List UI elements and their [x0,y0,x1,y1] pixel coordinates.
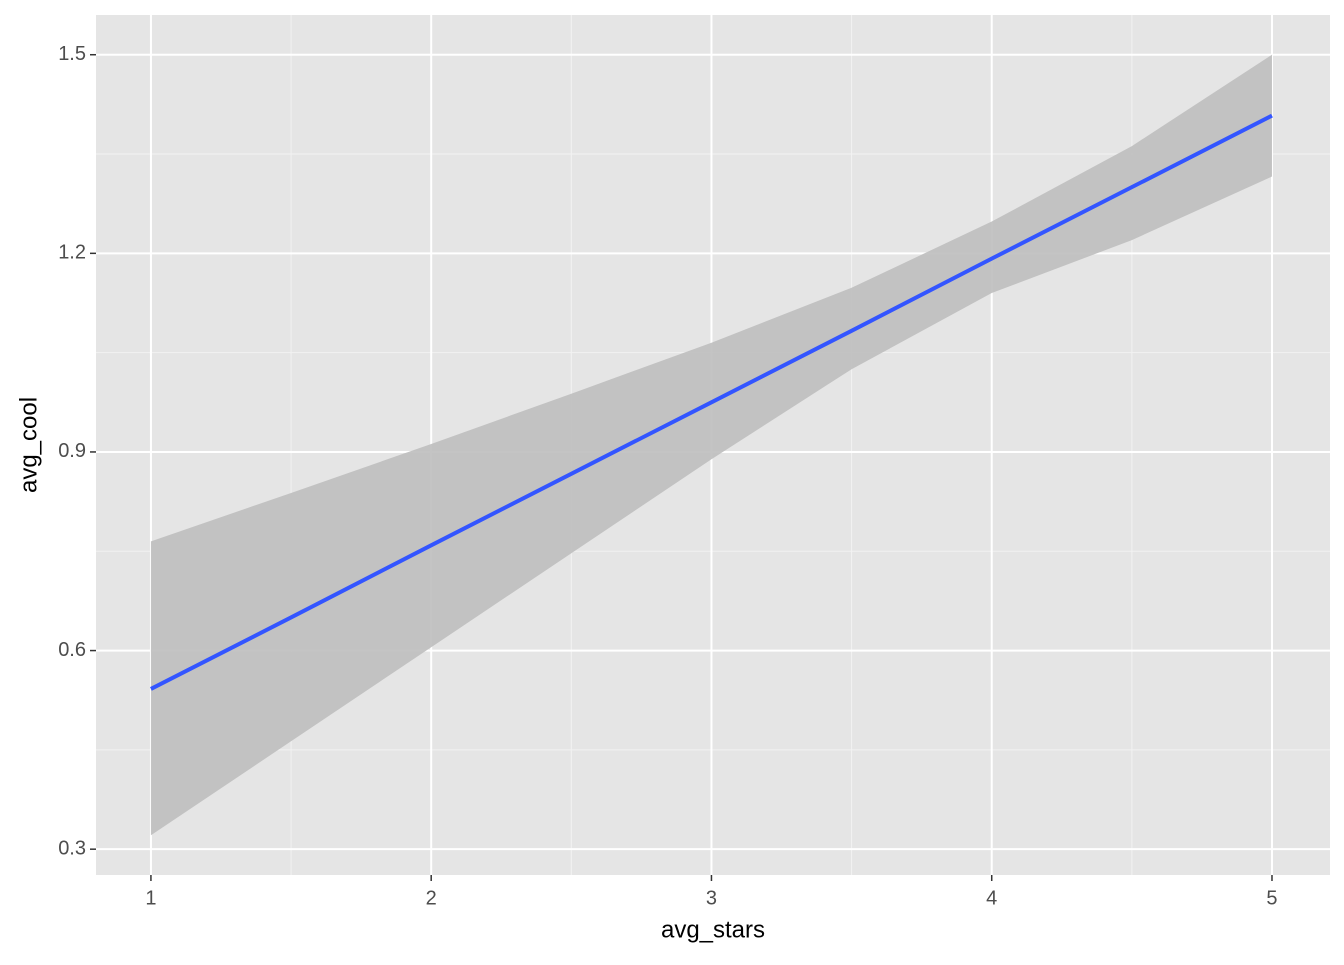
y-tick-label: 0.6 [58,639,86,661]
y-axis-title: avg_cool [15,397,42,493]
y-tick-label: 0.9 [58,440,86,462]
x-tick-label: 2 [426,887,437,909]
x-axis-title: avg_stars [661,916,765,943]
x-tick-label: 5 [1266,887,1277,909]
y-tick-label: 0.3 [58,837,86,859]
trend-line [150,113,1273,691]
y-tick-label: 1.2 [58,242,86,264]
confidence-band [150,54,1272,836]
y-tick-label: 1.5 [58,43,86,65]
x-tick-label: 1 [145,887,156,909]
x-tick-label: 4 [986,887,997,909]
x-tick-label: 3 [706,887,717,909]
